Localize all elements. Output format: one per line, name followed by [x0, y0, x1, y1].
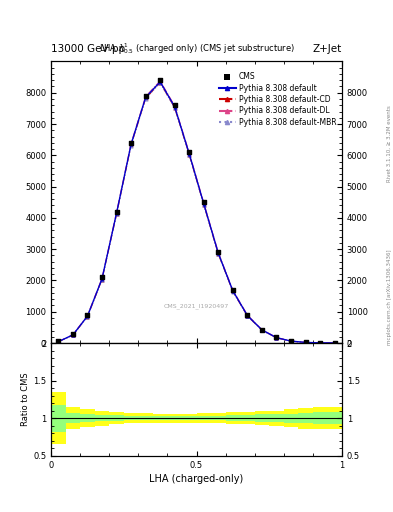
Point [288, 337, 294, 345]
Point [99, 273, 105, 282]
Point [201, 198, 207, 206]
Text: CMS_2021_I1920497: CMS_2021_I1920497 [164, 304, 229, 309]
Point [215, 248, 222, 257]
Text: Rivet 3.1.10, ≥ 3.2M events: Rivet 3.1.10, ≥ 3.2M events [387, 105, 391, 182]
Text: LHA $\lambda^{1}_{0.5}$ (charged only) (CMS jet substructure): LHA $\lambda^{1}_{0.5}$ (charged only) (… [99, 41, 294, 56]
Point [230, 286, 236, 294]
Point [157, 76, 163, 84]
Point [259, 326, 265, 334]
Legend: CMS, Pythia 8.308 default, Pythia 8.308 default-CD, Pythia 8.308 default-DL, Pyt: CMS, Pythia 8.308 default, Pythia 8.308 … [218, 71, 338, 128]
Point [332, 339, 338, 347]
Point [55, 337, 62, 346]
Point [186, 148, 193, 156]
Text: 13000 GeV pp: 13000 GeV pp [51, 44, 125, 54]
X-axis label: LHA (charged-only): LHA (charged-only) [149, 474, 244, 484]
Text: Z+Jet: Z+Jet [313, 44, 342, 54]
Point [317, 339, 323, 347]
Point [172, 101, 178, 110]
Point [70, 330, 76, 338]
Point [143, 92, 149, 100]
Point [303, 338, 309, 347]
Point [244, 311, 251, 319]
Point [274, 333, 280, 342]
Point [128, 139, 134, 147]
Y-axis label: Ratio to CMS: Ratio to CMS [21, 373, 30, 426]
Text: mcplots.cern.ch [arXiv:1306.3436]: mcplots.cern.ch [arXiv:1306.3436] [387, 249, 391, 345]
Point [84, 311, 91, 319]
Point [114, 207, 120, 216]
